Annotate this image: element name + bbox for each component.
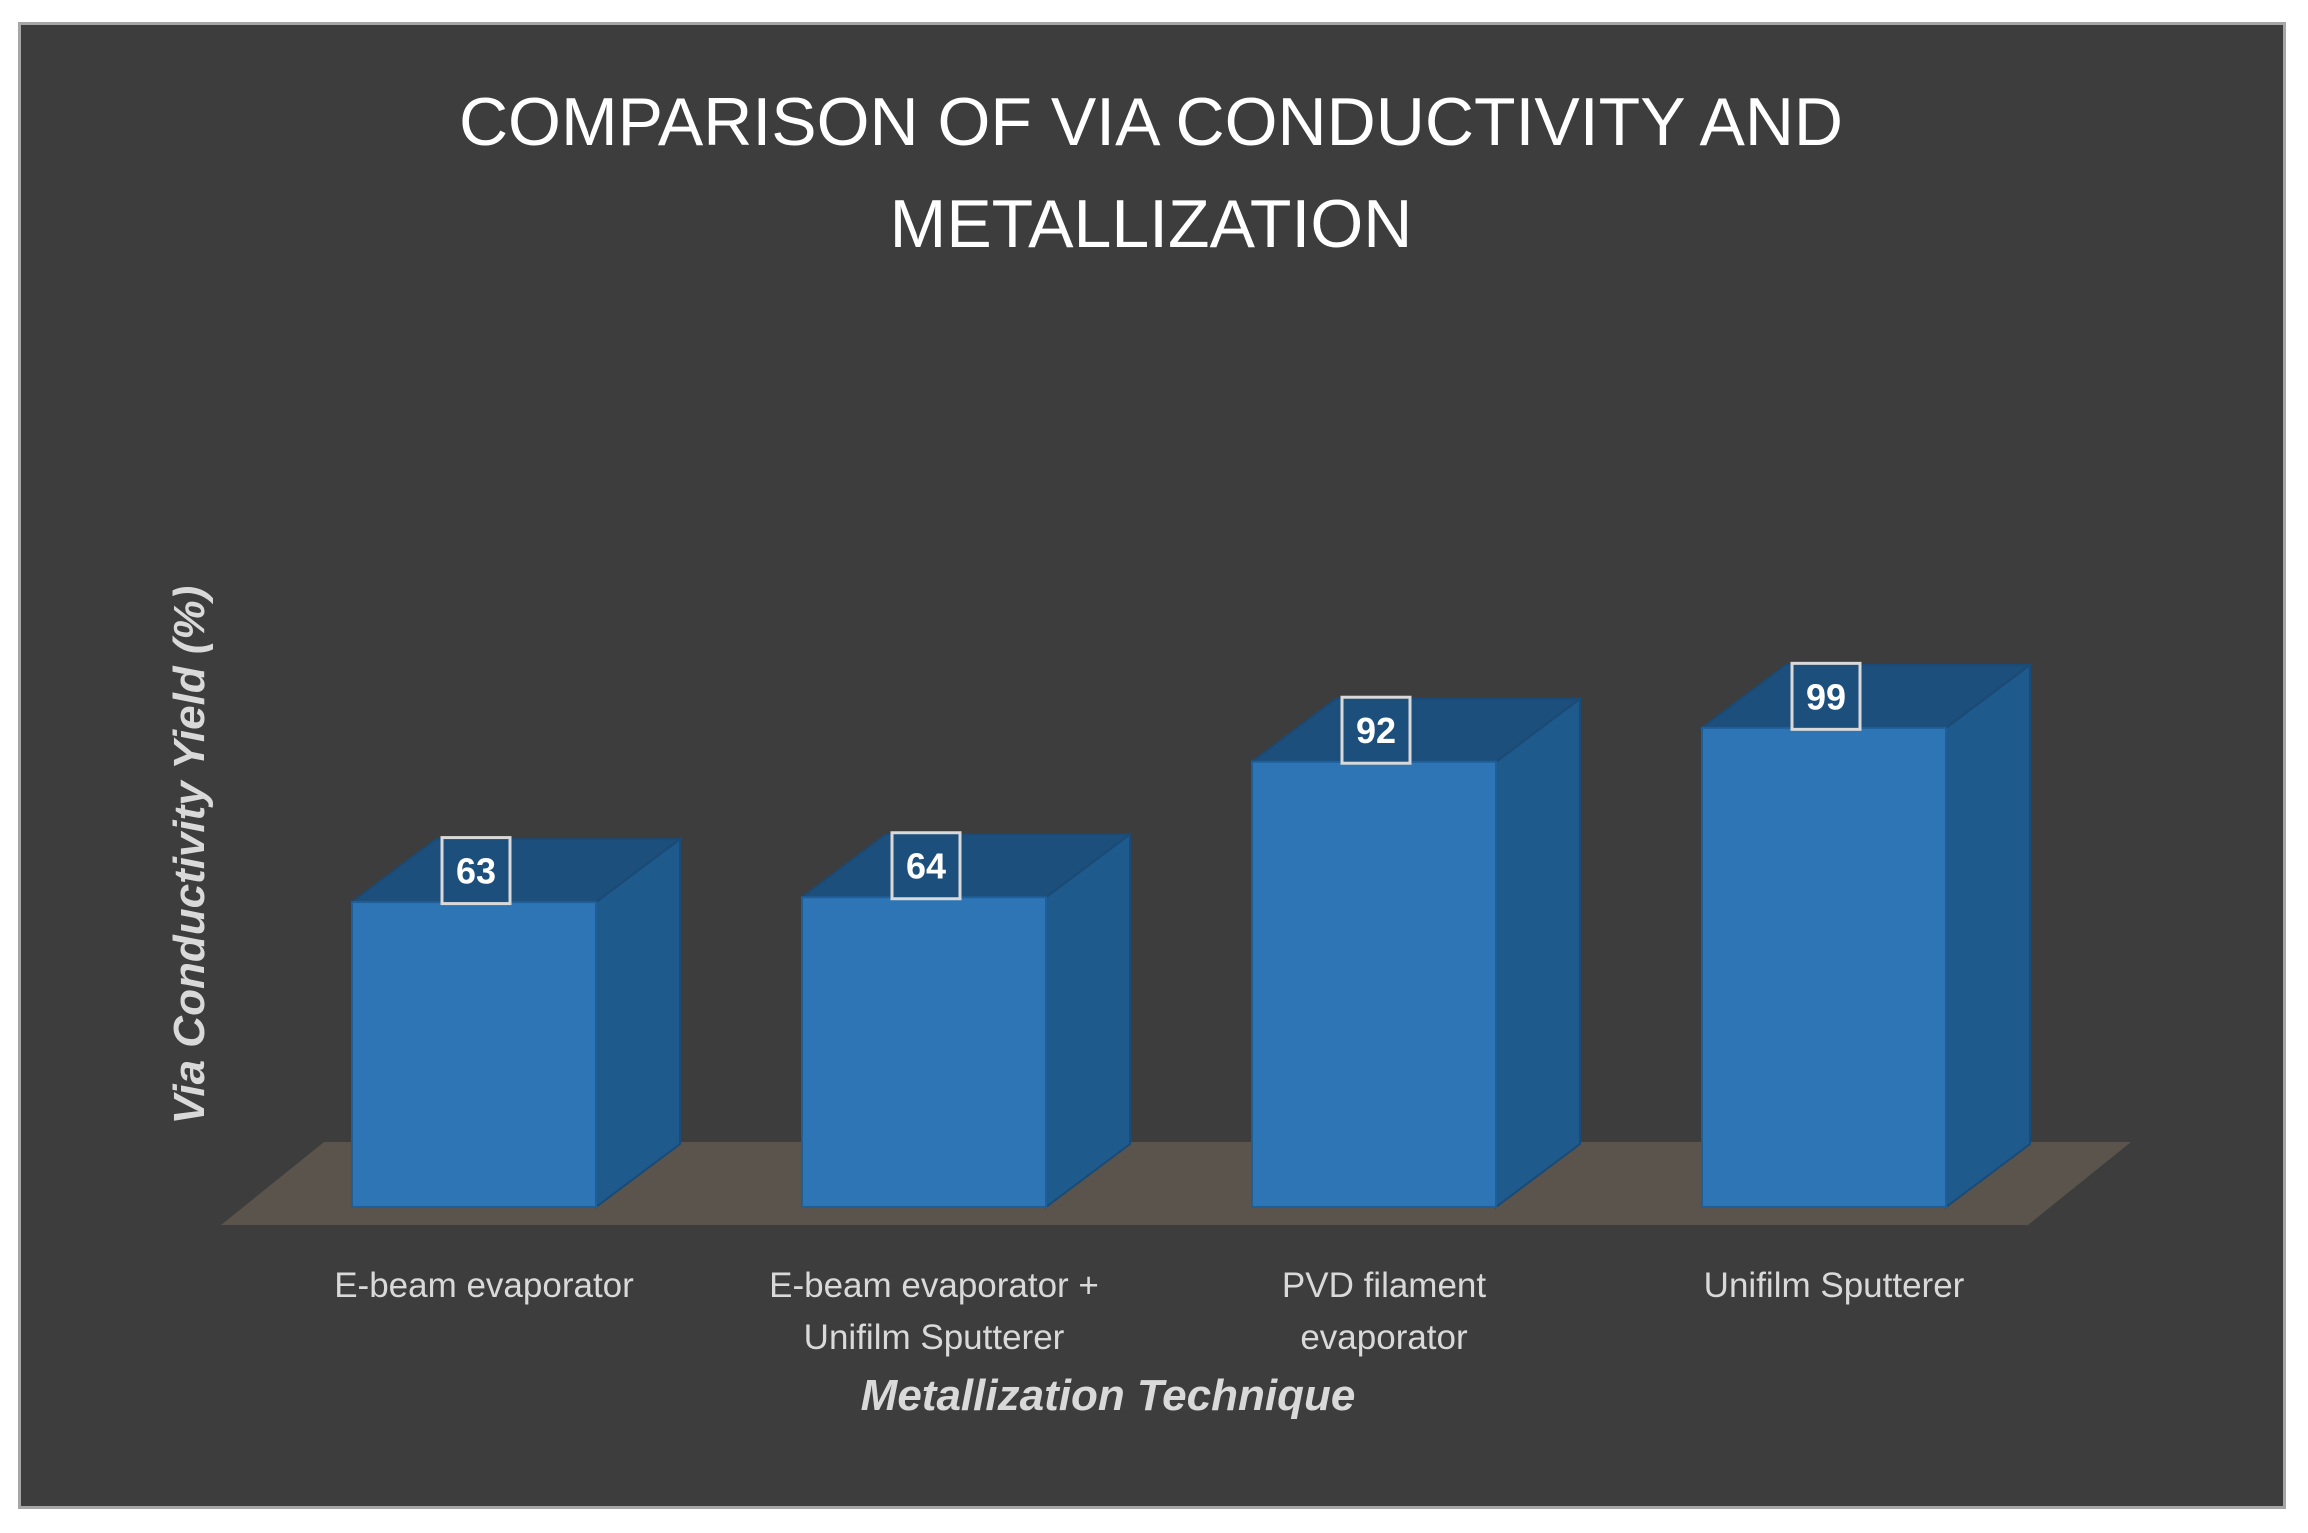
chart-title-line-2: METALLIZATION bbox=[890, 186, 1413, 262]
data-label-box bbox=[440, 836, 512, 906]
bar-side-face bbox=[595, 837, 681, 1209]
x-tick-label-2: E-beam evaporator + bbox=[769, 1266, 1099, 1305]
data-label-1: 63 bbox=[440, 836, 512, 906]
data-label-value: 99 bbox=[1806, 676, 1846, 717]
x-tick-label-3: evaporator bbox=[1300, 1318, 1468, 1357]
data-label-box bbox=[1340, 695, 1412, 765]
bar-1 bbox=[349, 837, 683, 1209]
data-label-4: 99 bbox=[1790, 661, 1862, 731]
data-label-value: 92 bbox=[1356, 710, 1396, 751]
data-label-2: 64 bbox=[890, 831, 962, 901]
data-label-box bbox=[890, 831, 962, 901]
bar-2 bbox=[799, 832, 1133, 1209]
x-tick-label-1: E-beam evaporator bbox=[334, 1266, 634, 1305]
bar-side-face bbox=[1495, 696, 1581, 1209]
bar-3 bbox=[1249, 696, 1583, 1209]
data-label-3: 92 bbox=[1340, 695, 1412, 765]
chart-svg: COMPARISON OF VIA CONDUCTIVITY AND METAL… bbox=[165, 84, 2131, 1420]
x-tick-labels: E-beam evaporator E-beam evaporator + Unif… bbox=[334, 1266, 1964, 1357]
x-tick-label-3: PVD filament bbox=[1282, 1266, 1487, 1305]
data-label-box bbox=[1790, 661, 1862, 731]
data-label-value: 64 bbox=[906, 846, 946, 887]
bar-front-face bbox=[1701, 726, 1947, 1209]
bar-side-face bbox=[1945, 662, 2031, 1209]
bar-group: 63 64 92 99 bbox=[349, 661, 2033, 1209]
chart-floor bbox=[221, 1142, 2131, 1225]
bar-side-face bbox=[1045, 832, 1131, 1209]
chart-title: COMPARISON OF VIA CONDUCTIVITY AND METAL… bbox=[459, 84, 1843, 262]
chart-frame: COMPARISON OF VIA CONDUCTIVITY AND METAL… bbox=[18, 22, 2286, 1509]
x-axis-title: Metallization Technique bbox=[861, 1371, 1356, 1420]
chart-title-line-1: COMPARISON OF VIA CONDUCTIVITY AND bbox=[459, 84, 1843, 160]
bar-front-face bbox=[351, 901, 597, 1209]
y-axis-title: Via Conductivity Yield (%) bbox=[165, 586, 214, 1125]
bar-4 bbox=[1699, 662, 2033, 1209]
data-label-value: 63 bbox=[456, 851, 496, 892]
x-tick-label-2: Unifilm Sputterer bbox=[804, 1318, 1065, 1357]
bar-front-face bbox=[801, 896, 1047, 1208]
bar-front-face bbox=[1251, 760, 1497, 1208]
x-tick-label-4: Unifilm Sputterer bbox=[1704, 1266, 1965, 1305]
